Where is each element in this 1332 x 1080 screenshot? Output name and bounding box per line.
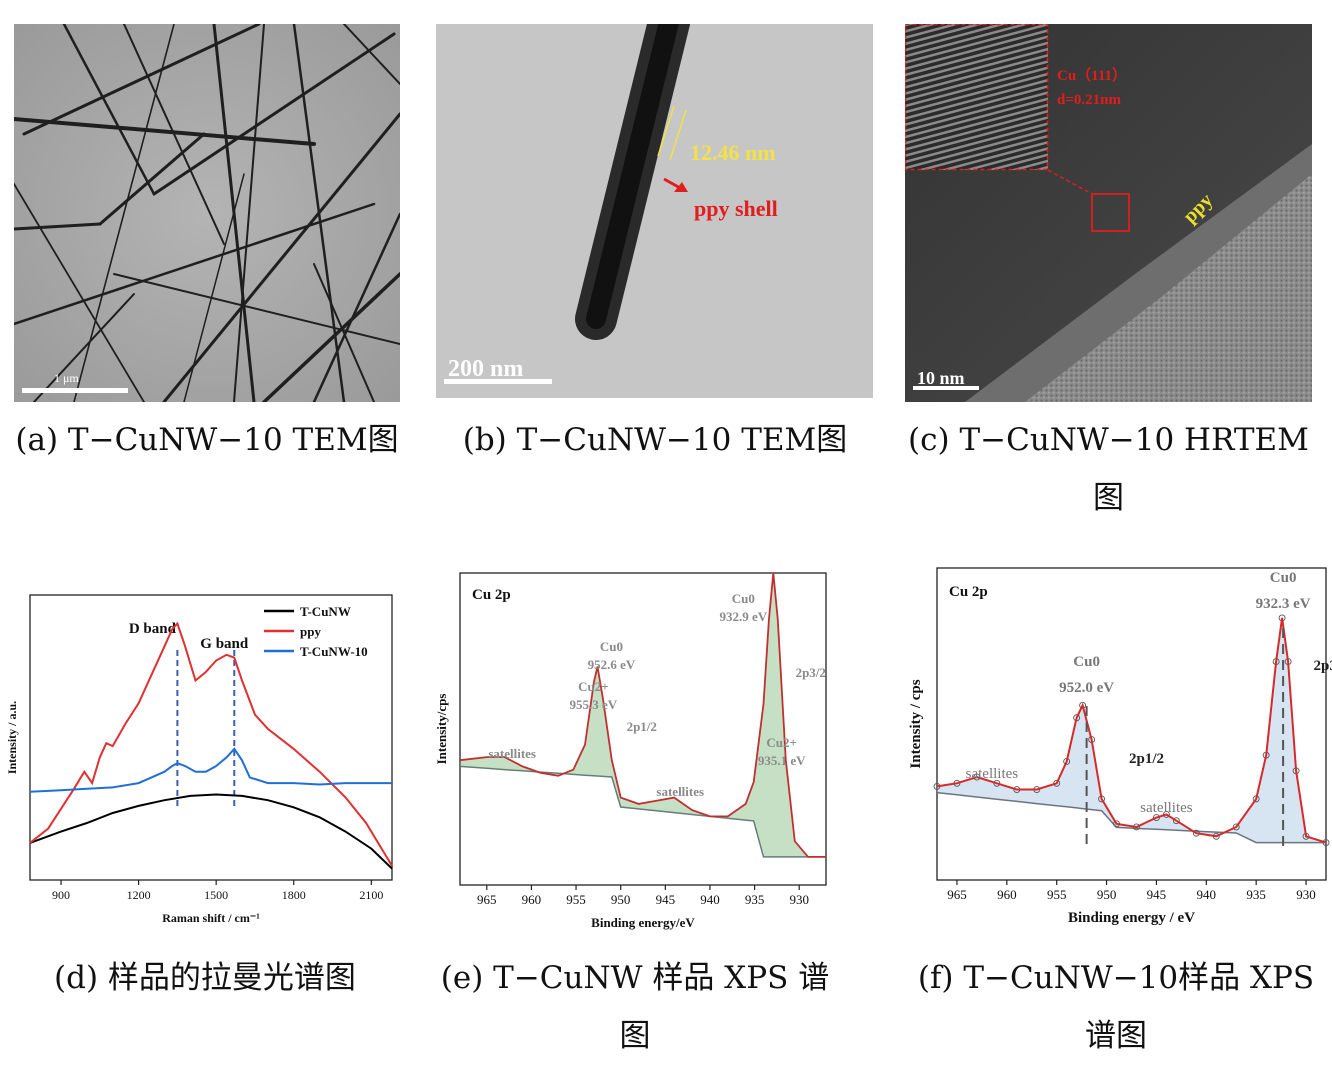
- series-line: [29, 747, 392, 793]
- legend-entry: T-CuNW-10: [300, 644, 368, 659]
- panel-c: Cu（111） d=0.21nm ppy 10 nm: [905, 24, 1312, 402]
- series-line: [29, 793, 393, 870]
- peak-species-label: Cu2+: [766, 735, 797, 750]
- x-tick-label: 1200: [127, 888, 151, 902]
- scale-bar-label-a: 1 μm: [54, 371, 79, 385]
- lattice-label-1: Cu（111）: [1057, 66, 1127, 84]
- tem-image-a: 1 μm: [14, 24, 400, 402]
- caption-d: (d) 样品的拉曼光谱图: [54, 960, 356, 996]
- caption-f-line2: 谱图: [1085, 1018, 1147, 1054]
- scale-bar-label-c: 10 nm: [917, 368, 965, 388]
- xps-chart-f: 965 960 955 950 945 940 935 930 Binding energy /…: [908, 567, 1332, 926]
- x-tick-label: 930: [789, 892, 809, 907]
- x-tick-label: 930: [1296, 887, 1316, 902]
- x-tick-label: 960: [522, 892, 542, 907]
- peak-label: 2p1/2: [627, 719, 657, 734]
- caption-c-line2: 图: [1093, 480, 1124, 516]
- scale-bar-a: [22, 388, 128, 393]
- x-tick-label: 1500: [204, 888, 228, 902]
- tem-image-b: 12.46 nm ppy shell 200 nm: [436, 24, 873, 398]
- x-tick-label: 2100: [359, 888, 383, 902]
- x-tick-label: 945: [656, 892, 676, 907]
- peak-label: satellites: [1140, 800, 1193, 816]
- peak-label: 2p1/2: [1129, 751, 1164, 767]
- x-tick-label: 940: [700, 892, 720, 907]
- peak-energy-label: 935.1 eV: [758, 753, 806, 768]
- x-tick-label: 965: [477, 892, 497, 907]
- x-tick-label: 935: [745, 892, 765, 907]
- scale-bar-label-b: 200 nm: [448, 356, 523, 382]
- y-axis-label: Intensity / cps: [908, 679, 924, 768]
- panel-b: 12.46 nm ppy shell 200 nm: [436, 24, 873, 398]
- plot-frame: [459, 572, 827, 886]
- scale-bar-b: [444, 379, 552, 384]
- peak-species-label: Cu0: [1073, 654, 1100, 670]
- x-tick-label: 940: [1197, 887, 1217, 902]
- y-axis-label: Intensity / a.u.: [5, 701, 19, 774]
- panel-a: 1 μm: [14, 24, 400, 402]
- xps-chart-e: 965 960 955 950 945 940 935 930 Binding energy/e…: [434, 572, 827, 930]
- peak-energy-label: 955.3 eV: [570, 697, 618, 712]
- series-line: [29, 621, 393, 867]
- caption-b: (b) T−CuNW−10 TEM图: [462, 422, 848, 458]
- lattice-inset: [905, 24, 1048, 170]
- x-tick-label: 965: [947, 887, 967, 902]
- fit-line: [459, 572, 826, 858]
- peak-energy-label: 932.3 eV: [1256, 596, 1311, 612]
- peak-label: satellites: [966, 766, 1019, 782]
- thickness-label: 12.46 nm: [690, 140, 776, 165]
- band-annotation: G band: [200, 636, 249, 652]
- peak-species-label: Cu0: [732, 591, 755, 606]
- caption-c-line1: (c) T−CuNW−10 HRTEM: [908, 422, 1309, 458]
- y-axis-label: Intensity/cps: [434, 694, 449, 765]
- peak-species-label: Cu0: [1270, 570, 1297, 586]
- caption-e-line2: 图: [619, 1018, 651, 1054]
- x-axis-label: Raman shift / cm⁻¹: [162, 911, 260, 925]
- caption-f-line1: (f) T−CuNW−10样品 XPS: [917, 960, 1315, 996]
- peak-label: 2p3/2: [796, 665, 826, 680]
- peak-fill: [460, 573, 826, 857]
- legend-entry: T-CuNW: [300, 604, 351, 619]
- peak-energy-label: 932.9 eV: [719, 609, 767, 624]
- shell-label: ppy shell: [694, 196, 778, 221]
- plot-frame: [29, 594, 393, 881]
- x-tick-label: 945: [1147, 887, 1167, 902]
- hrtem-image-c: Cu（111） d=0.21nm ppy 10 nm: [905, 24, 1312, 402]
- x-tick-label: 935: [1246, 887, 1266, 902]
- scale-bar-c: [913, 386, 979, 390]
- peak-label: satellites: [488, 746, 536, 761]
- x-tick-label: 960: [997, 887, 1017, 902]
- selection-box: [1091, 193, 1130, 232]
- lattice-label-2: d=0.21nm: [1057, 92, 1121, 108]
- peak-species-label: Cu2+: [578, 679, 609, 694]
- chart-title: Cu 2p: [472, 587, 511, 603]
- plot-frame: [936, 567, 1327, 881]
- raman-chart: 900 1200 1500 1800 2100 Raman shift / cm⁻¹ Int…: [5, 594, 393, 925]
- peak-species-label: Cu0: [600, 639, 623, 654]
- caption-e-line1: (e) T−CuNW 样品 XPS 谱: [440, 960, 830, 996]
- caption-a: (a) T−CuNW−10 TEM图: [15, 422, 399, 458]
- x-tick-label: 950: [611, 892, 631, 907]
- x-tick-label: 955: [566, 892, 586, 907]
- chart-title: Cu 2p: [949, 584, 988, 600]
- x-tick-label: 955: [1047, 887, 1067, 902]
- x-tick-label: 950: [1097, 887, 1117, 902]
- band-annotation: D band: [129, 621, 177, 637]
- data-point: [1232, 823, 1240, 831]
- x-axis-label: Binding energy/eV: [591, 915, 695, 930]
- legend-entry: ppy: [300, 624, 321, 639]
- x-tick-label: 1800: [282, 888, 306, 902]
- x-tick-label: 900: [52, 888, 70, 902]
- peak-fill: [937, 617, 1326, 843]
- peak-energy-label: 952.0 eV: [1059, 680, 1114, 696]
- background-line: [459, 765, 826, 858]
- peak-energy-label: 952.6 eV: [588, 657, 636, 672]
- x-axis-label: Binding energy / eV: [1068, 910, 1195, 926]
- fit-line: [936, 617, 1327, 844]
- background-line: [936, 791, 1326, 844]
- data-point: [1172, 817, 1180, 825]
- peak-label: 2p3/2: [1314, 658, 1332, 674]
- peak-label: satellites: [656, 784, 704, 799]
- nanowire-network: 1 μm: [14, 24, 400, 402]
